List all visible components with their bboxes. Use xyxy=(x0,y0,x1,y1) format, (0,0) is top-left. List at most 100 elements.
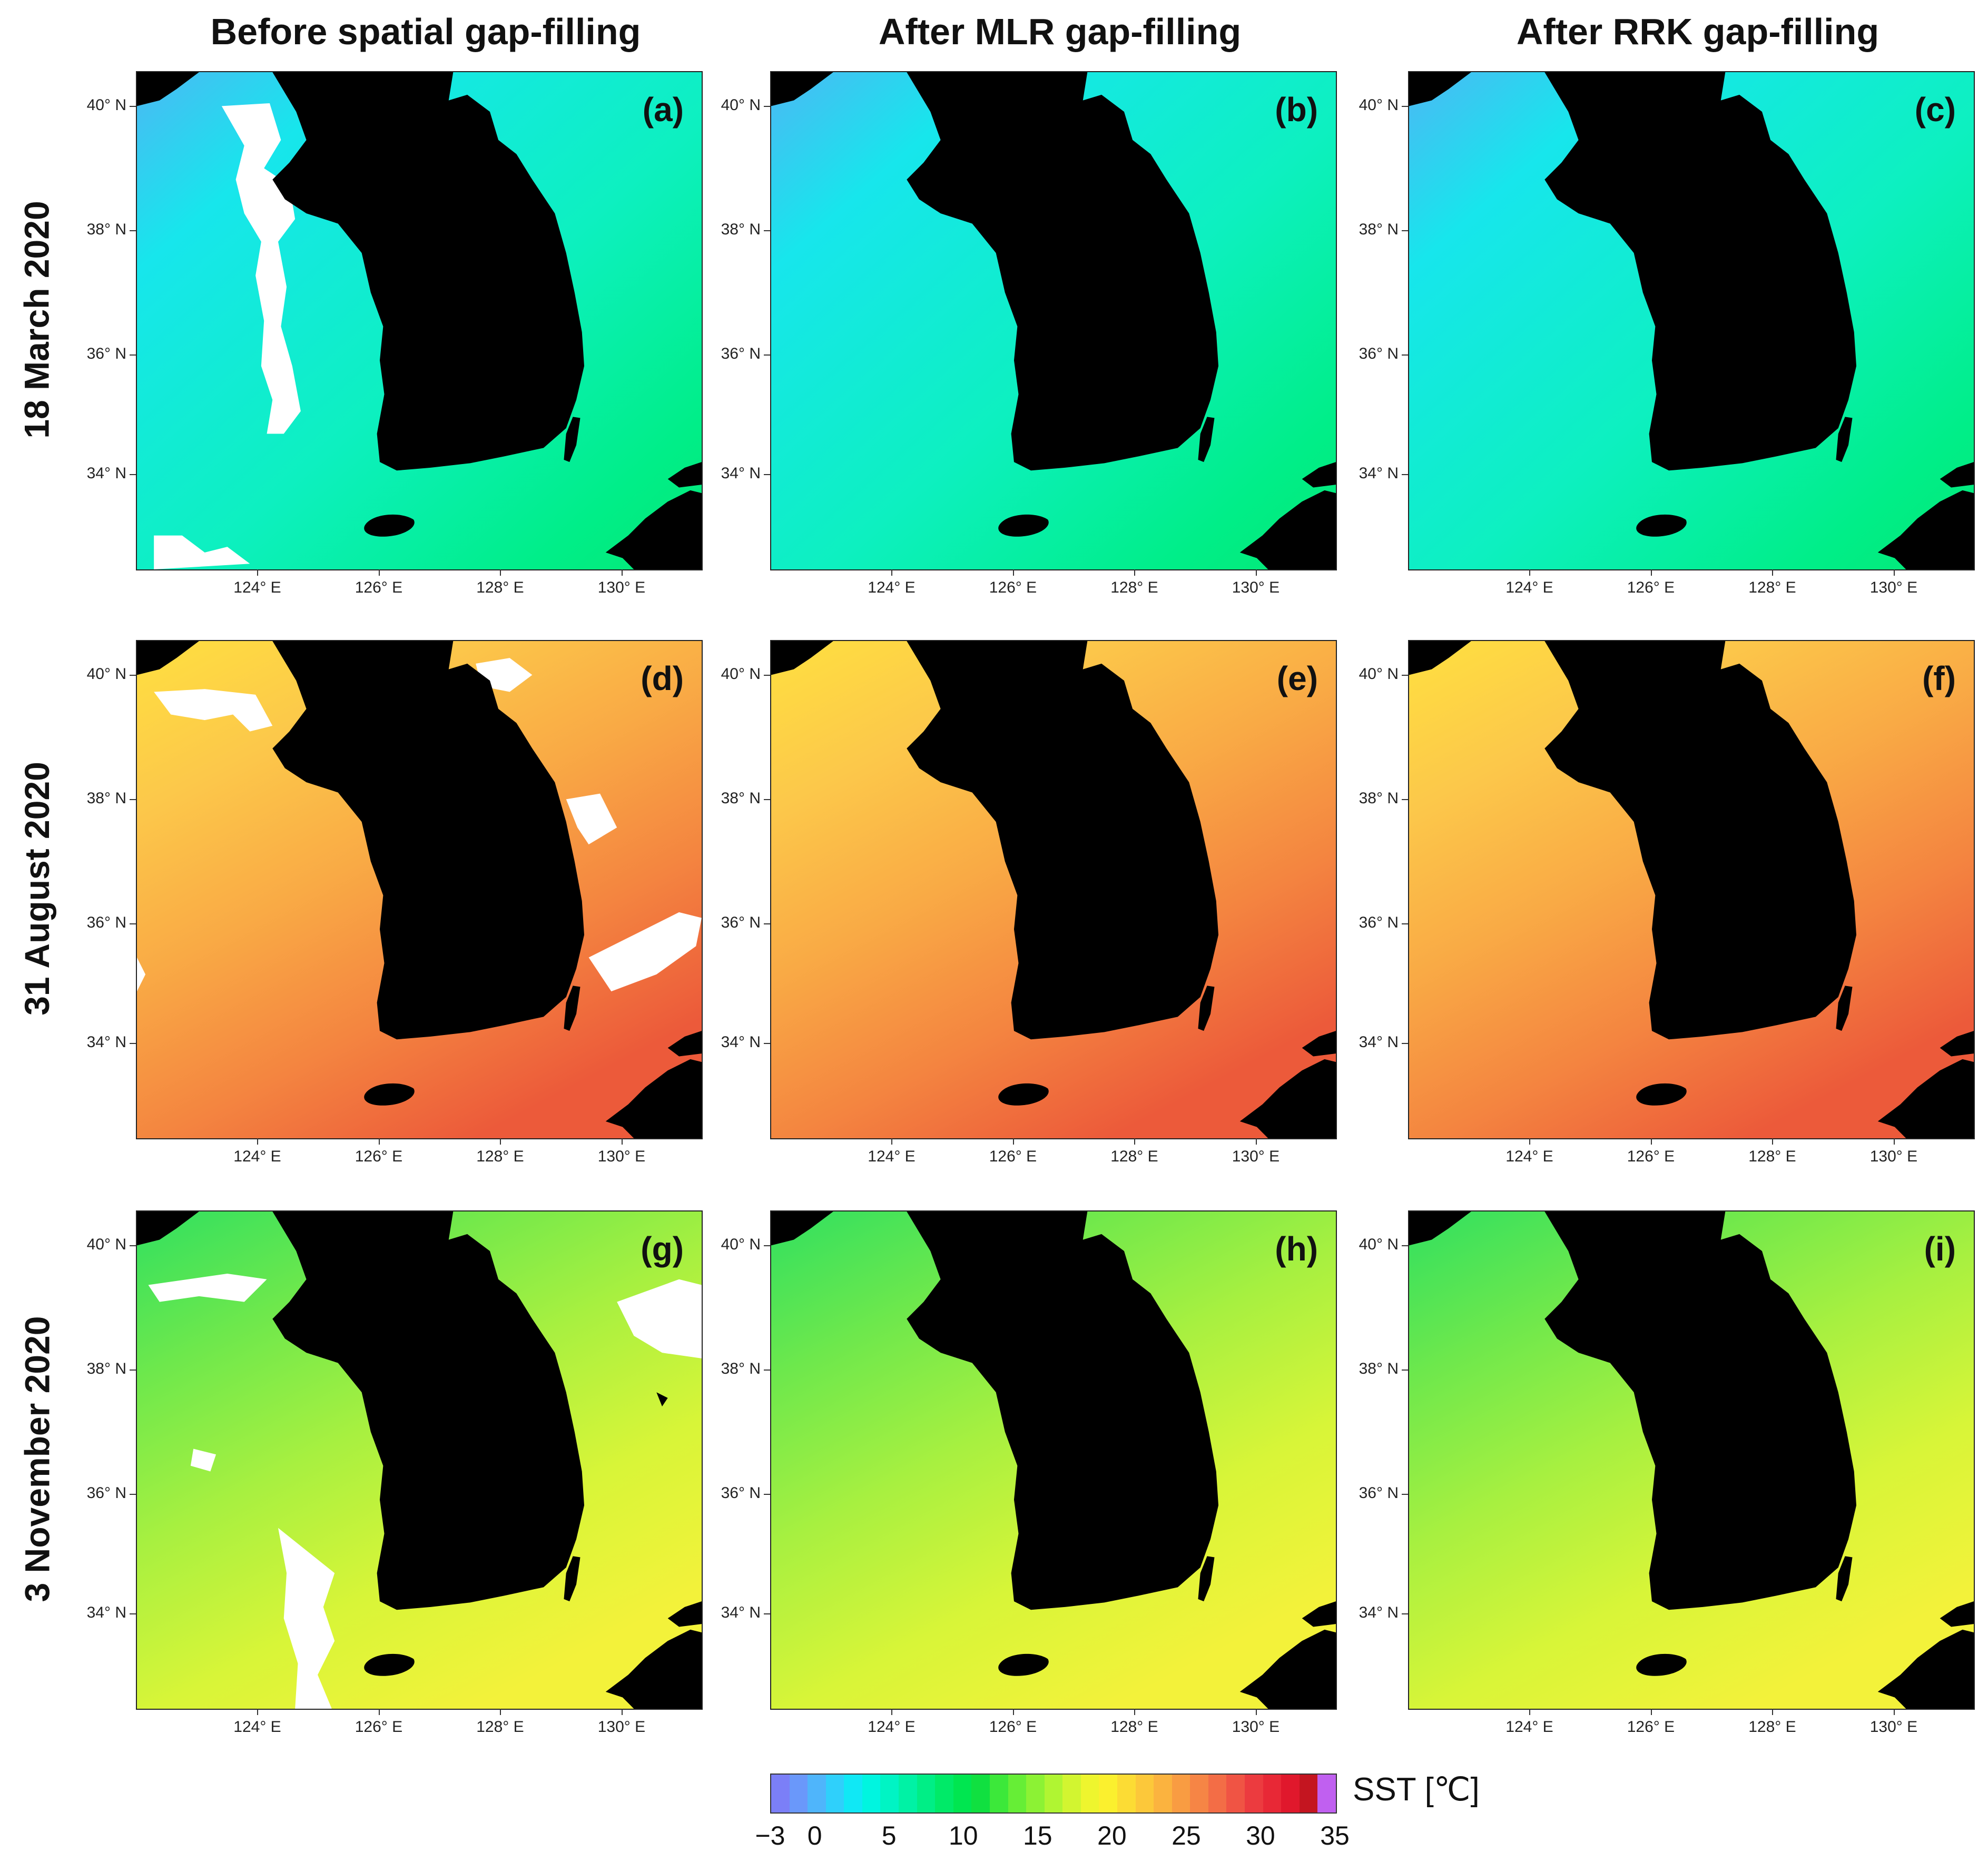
lon-tick-label: 128° E xyxy=(1110,1148,1158,1165)
sst-map xyxy=(1409,641,1974,1138)
lat-tick xyxy=(1402,1494,1408,1495)
lat-tick xyxy=(1402,230,1408,232)
sst-map-panel: (e) xyxy=(770,640,1337,1139)
lon-tick xyxy=(1529,1709,1531,1715)
lon-tick xyxy=(1650,1709,1652,1715)
lat-tick-label: 38° N xyxy=(86,1360,126,1378)
lat-tick xyxy=(764,106,770,107)
lon-tick-label: 126° E xyxy=(989,1718,1037,1736)
sst-map-panel: (i) xyxy=(1408,1210,1975,1710)
lat-tick xyxy=(764,230,770,232)
sst-map-panel: (f) xyxy=(1408,640,1975,1139)
colorbar-segment xyxy=(1281,1775,1300,1812)
lon-tick xyxy=(1650,1138,1652,1145)
lat-tick xyxy=(764,923,770,925)
lon-tick xyxy=(1012,1709,1014,1715)
lat-tick-label: 38° N xyxy=(1359,1360,1399,1378)
lat-tick-label: 40° N xyxy=(86,1236,126,1254)
lat-tick xyxy=(764,675,770,676)
lon-tick xyxy=(1529,569,1531,576)
lat-tick-label: 36° N xyxy=(86,914,126,932)
colorbar-segment xyxy=(1117,1775,1136,1812)
lat-tick xyxy=(764,1245,770,1247)
lat-tick xyxy=(764,354,770,356)
colorbar-segment xyxy=(1062,1775,1081,1812)
lon-tick-label: 130° E xyxy=(1869,579,1918,596)
lat-tick-label: 36° N xyxy=(1359,914,1399,932)
panel-label: (i) xyxy=(1924,1230,1956,1268)
sst-map-panel: (a) xyxy=(136,71,703,570)
lon-tick xyxy=(257,1138,259,1145)
panel-label: (g) xyxy=(641,1230,684,1268)
sst-colorbar xyxy=(770,1774,1337,1814)
land-mask xyxy=(771,641,1336,1138)
lat-tick xyxy=(130,1042,136,1044)
colorbar-segment xyxy=(844,1775,862,1812)
lon-tick xyxy=(1255,1138,1257,1145)
colorbar-segment xyxy=(935,1775,953,1812)
column-title: Before spatial gap-filling xyxy=(210,11,641,52)
colorbar-tick-label: 25 xyxy=(1172,1821,1201,1850)
lat-tick-label: 34° N xyxy=(721,1603,761,1621)
lon-tick-label: 128° E xyxy=(1748,579,1796,596)
lon-tick-label: 130° E xyxy=(1869,1718,1918,1736)
colorbar-segment xyxy=(808,1775,826,1812)
colorbar-segment xyxy=(899,1775,917,1812)
lon-tick xyxy=(500,569,501,576)
colorbar-segment xyxy=(917,1775,936,1812)
lat-tick-label: 40° N xyxy=(1359,1236,1399,1254)
lat-tick-label: 36° N xyxy=(721,345,761,363)
lat-tick-label: 38° N xyxy=(721,221,761,239)
sst-map xyxy=(771,641,1336,1138)
lon-tick xyxy=(1893,1138,1895,1145)
colorbar-segment xyxy=(771,1775,790,1812)
colorbar-segment xyxy=(1154,1775,1172,1812)
lat-tick-label: 38° N xyxy=(1359,221,1399,239)
lat-tick xyxy=(130,354,136,356)
lon-tick xyxy=(1134,569,1136,576)
lat-tick xyxy=(1402,106,1408,107)
lat-tick xyxy=(764,1370,770,1371)
lat-tick-label: 40° N xyxy=(1359,665,1399,683)
lat-tick-label: 38° N xyxy=(1359,790,1399,807)
column-title: After MLR gap-filling xyxy=(878,11,1242,52)
sst-map xyxy=(771,72,1336,569)
colorbar-segment xyxy=(1044,1775,1063,1812)
lon-tick-label: 124° E xyxy=(1505,1718,1553,1736)
lon-tick-label: 130° E xyxy=(1232,1148,1280,1165)
lon-tick-label: 130° E xyxy=(1869,1148,1918,1165)
lon-tick-label: 126° E xyxy=(355,1718,403,1736)
sst-map-panel: (d) xyxy=(136,640,703,1139)
colorbar-segment xyxy=(1245,1775,1263,1812)
colorbar-segment xyxy=(825,1775,844,1812)
colorbar-segment xyxy=(1135,1775,1154,1812)
lat-tick-label: 36° N xyxy=(721,914,761,932)
colorbar-tick-label: 15 xyxy=(1022,1821,1052,1850)
lat-tick xyxy=(1402,675,1408,676)
lon-tick-label: 124° E xyxy=(868,1148,916,1165)
sst-map-panel: (h) xyxy=(770,1210,1337,1710)
land-mask xyxy=(137,1211,702,1709)
colorbar-tick-label: 30 xyxy=(1246,1821,1275,1850)
lon-tick-label: 126° E xyxy=(355,579,403,596)
land-mask xyxy=(771,1211,1336,1709)
lat-tick xyxy=(1402,474,1408,475)
land-mask xyxy=(137,72,702,569)
colorbar-segment xyxy=(1008,1775,1027,1812)
row-title: 31 August 2020 xyxy=(17,762,57,1016)
lat-tick xyxy=(764,1042,770,1044)
colorbar-segment xyxy=(1026,1775,1045,1812)
lon-tick-label: 124° E xyxy=(233,579,281,596)
panel-label: (a) xyxy=(642,91,684,129)
lat-tick-label: 34° N xyxy=(721,1033,761,1051)
sst-map xyxy=(771,1211,1336,1709)
lon-tick xyxy=(1772,1709,1774,1715)
lat-tick xyxy=(1402,923,1408,925)
colorbar-segment xyxy=(789,1775,808,1812)
lon-tick xyxy=(1134,1138,1136,1145)
lon-tick-label: 124° E xyxy=(233,1148,281,1165)
lat-tick-label: 38° N xyxy=(86,221,126,239)
lat-tick xyxy=(1402,1613,1408,1614)
sst-map xyxy=(1409,1211,1974,1709)
lat-tick xyxy=(1402,799,1408,801)
